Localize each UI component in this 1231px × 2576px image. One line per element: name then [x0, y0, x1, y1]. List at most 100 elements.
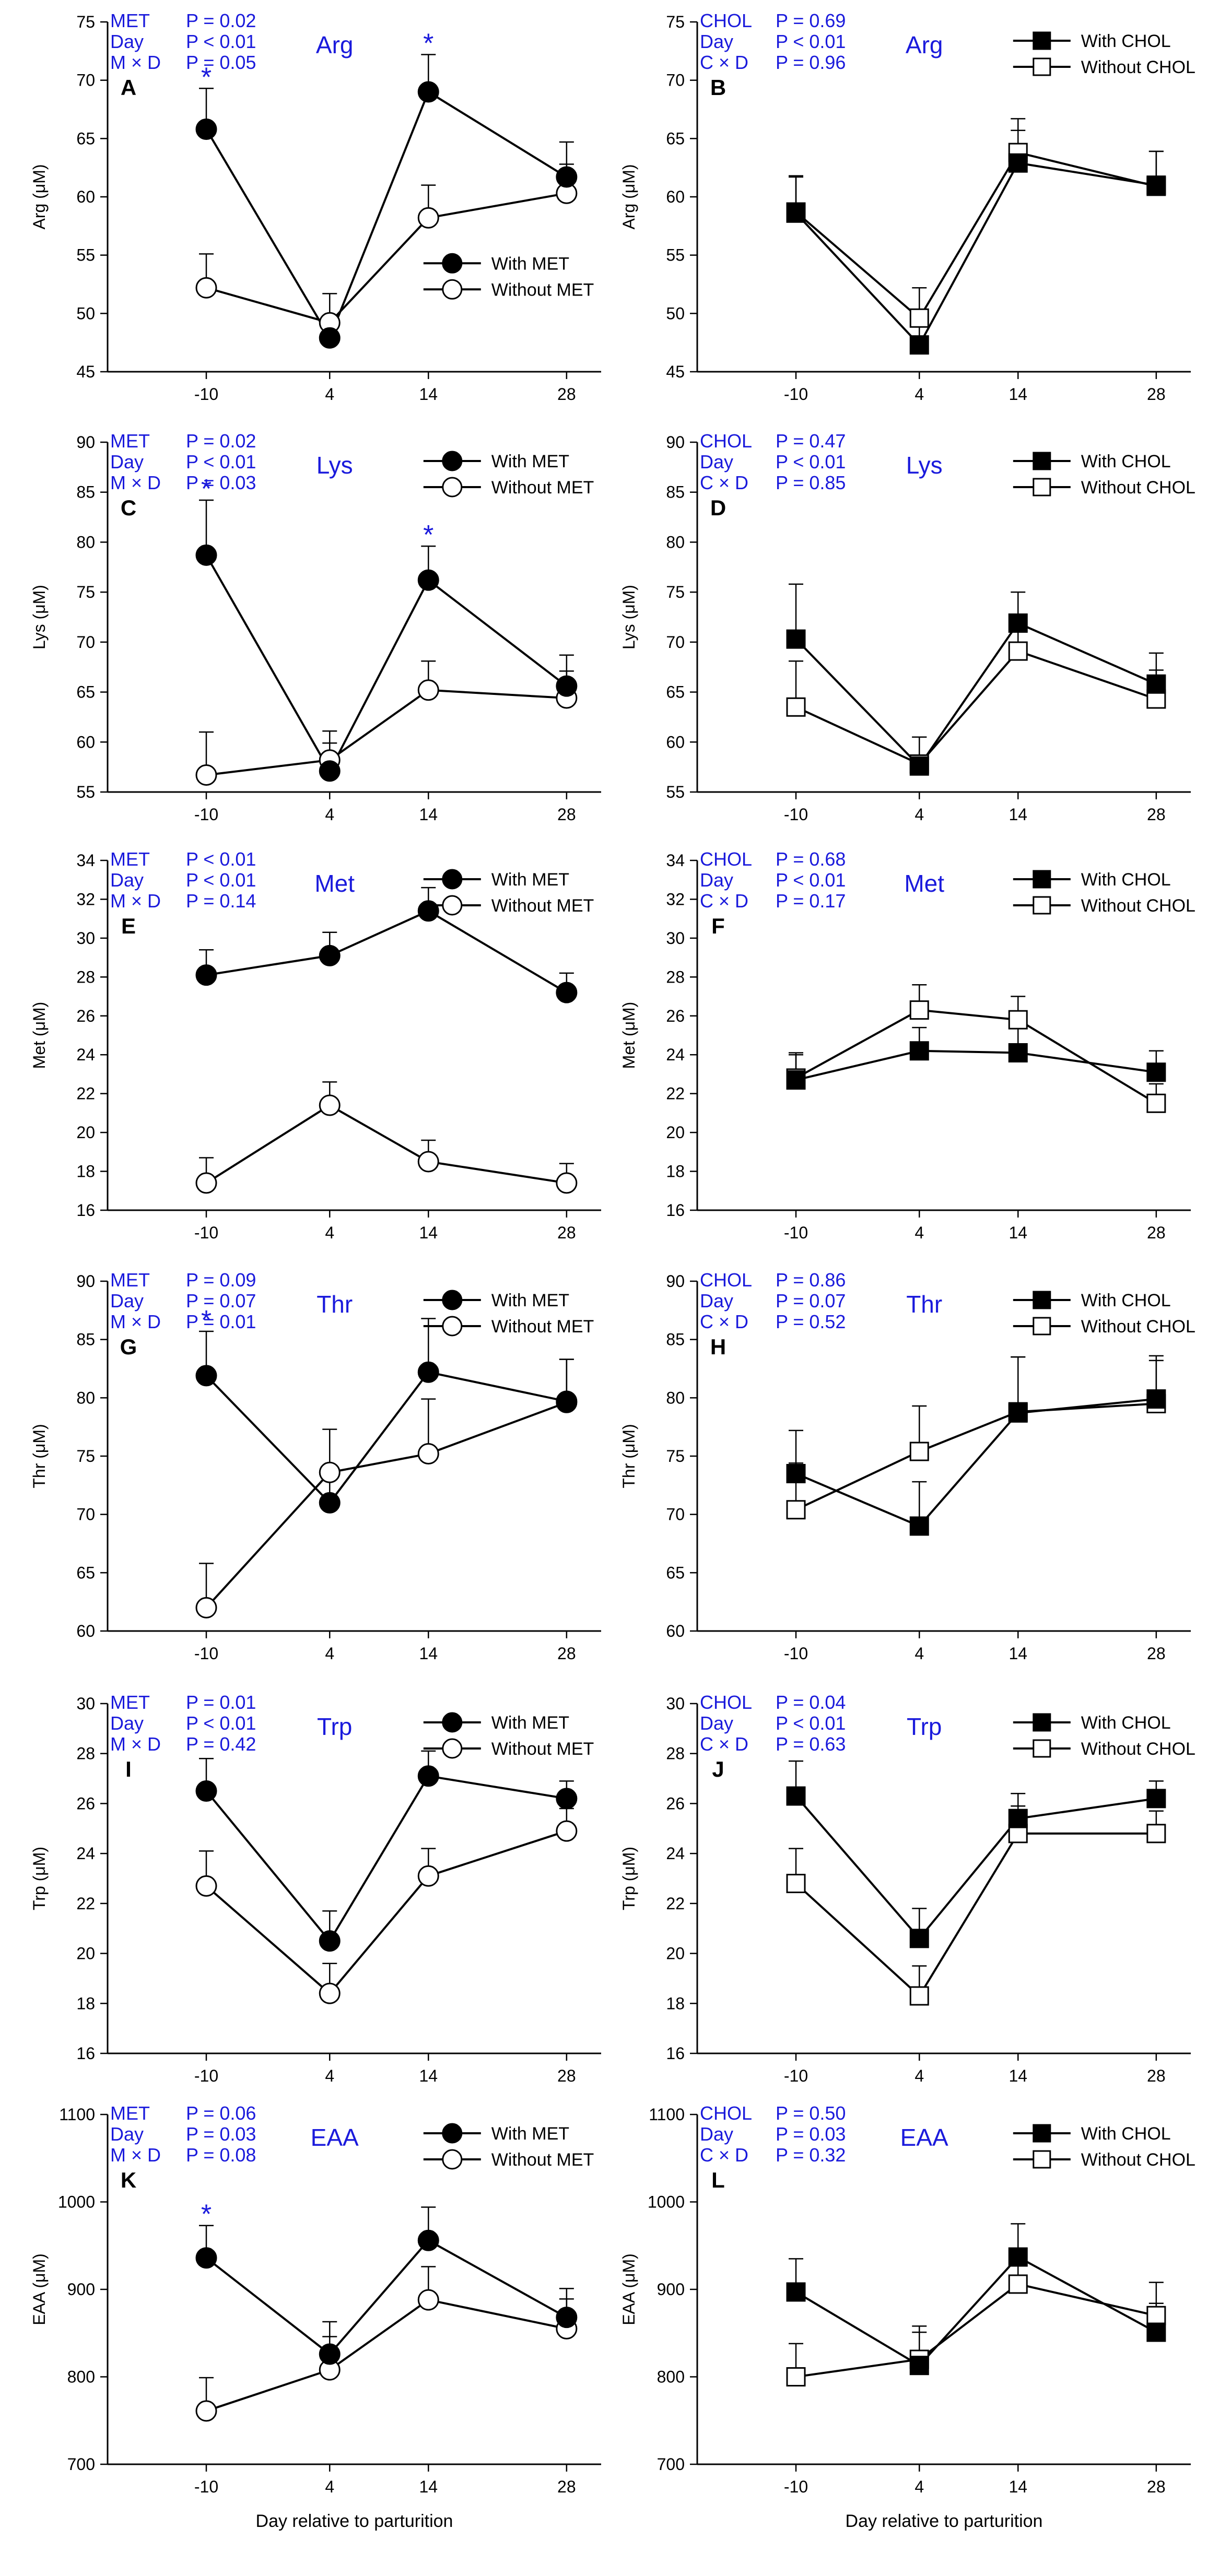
legend-marker	[442, 1738, 463, 1759]
data-point	[195, 2247, 217, 2269]
stat-label: Day	[700, 451, 733, 472]
x-tick-label: 14	[419, 805, 438, 824]
legend-label: Without CHOL	[1081, 57, 1195, 77]
data-point	[556, 1390, 578, 1412]
panel-letter: G	[120, 1334, 137, 1359]
legend-label: Without CHOL	[1081, 1739, 1195, 1759]
series-line	[205, 1401, 567, 1609]
legend-marker	[442, 895, 463, 916]
x-tick-label: 4	[915, 2477, 924, 2496]
y-tick-label: 24	[76, 1844, 95, 1863]
legend-marker	[442, 2149, 463, 2170]
legend-label: Without MET	[491, 1317, 594, 1337]
stat-value: P = 0.03	[776, 2123, 846, 2145]
panel-title: Arg	[906, 31, 943, 58]
panel-letter: A	[121, 75, 136, 100]
data-point	[417, 2229, 439, 2251]
y-tick-label: 60	[666, 732, 685, 751]
y-tick-label: 20	[76, 1123, 95, 1142]
legend-label: Without CHOL	[1081, 1317, 1195, 1337]
y-tick-label: 900	[67, 2280, 95, 2299]
stat-value: P < 0.01	[186, 451, 256, 472]
stat-label: Day	[110, 31, 144, 52]
data-point	[786, 1070, 806, 1090]
stat-label: M × D	[110, 52, 161, 73]
y-axis-label: Lys (μM)	[30, 585, 49, 649]
panel-title: Trp	[317, 1713, 352, 1740]
series-line	[795, 162, 1157, 347]
stat-label: Day	[700, 31, 733, 52]
y-tick-label: 70	[76, 71, 95, 90]
data-point	[1146, 2306, 1166, 2325]
y-tick-label: 16	[666, 2044, 685, 2063]
series-line	[795, 621, 1157, 768]
series-line	[795, 1398, 1157, 1528]
panel-a: 45 50 55 60 65 70 75 -10 4 14 28 Arg (μM) Arg MET P = …	[30, 10, 601, 404]
y-axis-label: Arg (μM)	[619, 164, 638, 229]
series-line	[795, 649, 1157, 765]
data-point	[1008, 1010, 1028, 1030]
data-point	[417, 207, 439, 229]
x-tick-label: 4	[915, 1644, 924, 1663]
series-line	[205, 1830, 567, 1995]
y-tick-label: 22	[76, 1084, 95, 1103]
stat-label: CHOL	[700, 430, 752, 452]
x-tick-label: -10	[784, 1644, 808, 1663]
stat-value: P = 0.14	[186, 890, 256, 912]
y-tick-label: 28	[76, 967, 95, 986]
x-tick-label: 28	[557, 805, 576, 824]
data-point	[1008, 2247, 1028, 2267]
stat-value: P = 0.50	[776, 2102, 846, 2124]
y-tick-label: 65	[666, 129, 685, 148]
y-tick-label: 65	[76, 683, 95, 702]
y-tick-label: 75	[666, 583, 685, 601]
stat-label: M × D	[110, 2144, 161, 2166]
x-tick-label: 14	[419, 385, 438, 404]
data-point	[195, 2400, 217, 2422]
y-tick-label: 50	[666, 304, 685, 323]
y-tick-label: 90	[666, 1272, 685, 1291]
x-axis-label: Day relative to parturition	[256, 2511, 453, 2531]
stat-value: P = 0.42	[186, 1733, 256, 1755]
significance-asterisk: *	[423, 29, 433, 59]
y-tick-label: 26	[666, 1007, 685, 1025]
y-tick-label: 700	[657, 2455, 685, 2474]
legend-marker	[442, 451, 463, 471]
panel-k: 700 800 900 1000 1100 -10 4 14 28 EAA (μM) EAA MET P…	[30, 2102, 601, 2531]
legend-marker	[1033, 1291, 1051, 1309]
significance-asterisk: *	[201, 474, 212, 504]
y-tick-label: 34	[76, 851, 95, 870]
panel-h: 60 65 70 75 80 85 90 -10 4 14 28 Thr (μM) Thr CHOL P =…	[619, 1269, 1195, 1663]
panel-f: 16 18 20 22 24 26 28 30 32 34 -10 4 14 28 Met (μM) Met C…	[619, 848, 1195, 1242]
legend-label: Without MET	[491, 478, 594, 498]
stat-label: C × D	[700, 1311, 748, 1332]
series-line	[205, 1370, 567, 1505]
y-tick-label: 16	[76, 1201, 95, 1220]
data-point	[319, 1982, 341, 2004]
stat-label: CHOL	[700, 1692, 752, 1713]
y-tick-label: 1000	[58, 2193, 95, 2212]
data-point	[417, 81, 439, 103]
x-tick-label: -10	[784, 385, 808, 404]
x-tick-label: 28	[557, 2066, 576, 2085]
y-tick-label: 16	[76, 2044, 95, 2063]
y-tick-label: 80	[76, 1388, 95, 1407]
y-tick-label: 75	[76, 1447, 95, 1466]
y-tick-label: 55	[76, 783, 95, 801]
x-tick-label: 28	[1147, 805, 1166, 824]
x-tick-label: 14	[1009, 1644, 1027, 1663]
x-tick-label: 4	[915, 805, 924, 824]
series-line	[795, 2255, 1157, 2367]
stat-value: P = 0.52	[776, 1311, 846, 1332]
panel-letter: L	[711, 2168, 725, 2192]
x-tick-label: 28	[557, 1644, 576, 1663]
data-point	[909, 308, 929, 328]
stat-label: Day	[110, 869, 144, 891]
y-tick-label: 32	[666, 890, 685, 908]
data-point	[556, 2307, 578, 2329]
x-tick-label: 14	[419, 2066, 438, 2085]
stat-value: P = 0.68	[776, 848, 846, 870]
y-axis-label: EAA (μM)	[30, 2253, 49, 2325]
y-tick-label: 22	[666, 1894, 685, 1913]
y-tick-label: 45	[76, 362, 95, 381]
